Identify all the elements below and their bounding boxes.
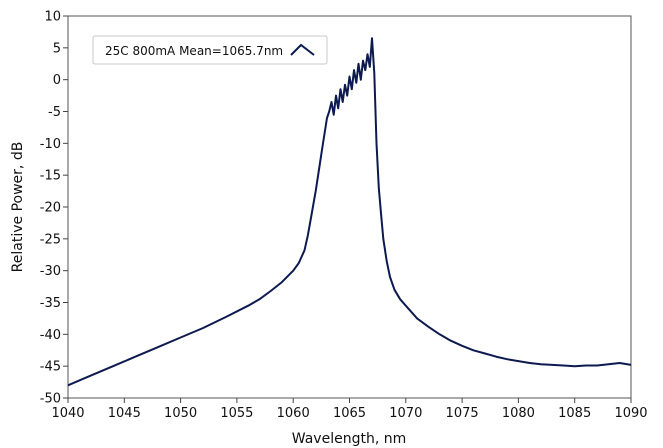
y-tick-label: 10	[44, 10, 61, 25]
y-tick-label: -10	[40, 137, 61, 152]
x-tick-label: 1060	[277, 406, 310, 421]
series-line	[67, 37, 632, 387]
y-tick-label: -20	[40, 201, 61, 216]
y-tick-label: -30	[40, 264, 61, 279]
y-tick-label: -45	[40, 360, 61, 375]
x-tick-label: 1075	[446, 406, 479, 421]
x-tick-label: 1045	[108, 406, 141, 421]
y-tick-label: -35	[40, 296, 61, 311]
y-axis: 10 5 0 -5 -10 -15 -20 -25 -30 -35 -40 -45 -50	[40, 10, 68, 407]
legend-label: 25C 800mA Mean=1065.7nm	[105, 44, 283, 58]
x-tick-label: 1085	[558, 406, 591, 421]
y-tick-label: -50	[40, 392, 61, 407]
y-tick-label: -15	[40, 169, 61, 184]
legend-box	[92, 35, 328, 65]
x-tick-label: 1065	[333, 406, 366, 421]
x-tick-label: 1070	[389, 406, 422, 421]
x-tick-label: 1050	[164, 406, 197, 421]
x-tick-label: 1090	[614, 406, 647, 421]
y-tick-label: 5	[53, 41, 61, 56]
legend-line-icon	[290, 43, 315, 56]
legend: 25C 800mA Mean=1065.7nm	[92, 35, 328, 65]
y-tick-label: -5	[48, 105, 61, 120]
x-axis: 1040 1045 1050 1055 1060 1065 1070 1075 1080 1085…	[51, 398, 648, 421]
y-tick-label: 0	[53, 73, 61, 88]
x-axis-title: Wavelength, nm	[292, 431, 406, 447]
x-tick-label: 1080	[502, 406, 535, 421]
y-tick-label: -40	[40, 328, 61, 343]
y-axis-title: Relative Power, dB	[10, 142, 26, 273]
y-tick-label: -25	[40, 232, 61, 247]
x-tick-label: 1040	[51, 406, 84, 421]
plot-area	[67, 15, 632, 399]
x-tick-label: 1055	[220, 406, 253, 421]
